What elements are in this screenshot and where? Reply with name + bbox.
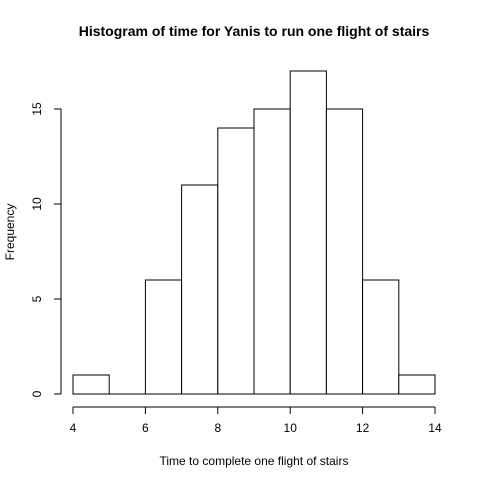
bars-group — [72, 70, 436, 395]
x-tick-label-3: 10 — [284, 421, 298, 435]
x-axis: 4 6 8 10 12 14 — [70, 406, 442, 435]
y-axis: 0 5 10 15 — [30, 102, 62, 397]
histogram-bar-3 — [181, 184, 219, 395]
y-tick-label-2: 10 — [30, 197, 44, 211]
y-tick-label-1: 5 — [30, 295, 44, 302]
histogram-bar-9 — [398, 374, 436, 395]
y-axis-label: Frequency — [3, 204, 17, 261]
x-tick-label-1: 6 — [142, 421, 149, 435]
histogram-bar-0 — [72, 374, 110, 395]
x-tick-label-4: 12 — [356, 421, 370, 435]
x-tick-label-0: 4 — [70, 421, 77, 435]
x-tick-label-5: 14 — [428, 421, 442, 435]
histogram-bar-8 — [362, 279, 400, 395]
x-tick-label-2: 8 — [214, 421, 221, 435]
y-tick-label-0: 0 — [30, 390, 44, 397]
histogram-bar-5 — [253, 108, 291, 395]
chart-title: Histogram of time for Yanis to run one f… — [79, 23, 430, 39]
histogram-bar-2 — [144, 279, 183, 395]
x-axis-label: Time to complete one flight of stairs — [160, 454, 349, 468]
y-tick-label-3: 15 — [30, 102, 44, 116]
histogram-bar-7 — [325, 108, 364, 395]
histogram-bar-4 — [217, 127, 255, 395]
histogram-bar-6 — [289, 70, 327, 395]
